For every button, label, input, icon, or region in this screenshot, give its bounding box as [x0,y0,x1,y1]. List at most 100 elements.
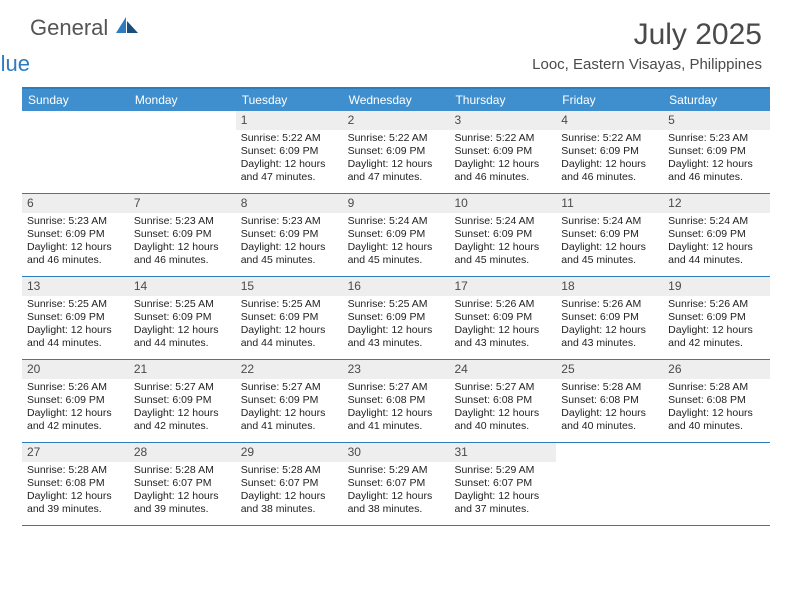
sunset-line: Sunset: 6:09 PM [236,228,343,241]
daylight-line: Daylight: 12 hours and 45 minutes. [449,241,556,267]
month-title: July 2025 [532,18,762,52]
day-cell: 23Sunrise: 5:27 AMSunset: 6:08 PMDayligh… [343,360,450,442]
daylight-line: Daylight: 12 hours and 43 minutes. [556,324,663,350]
day-number: 12 [663,194,770,213]
day-cell: 7Sunrise: 5:23 AMSunset: 6:09 PMDaylight… [129,194,236,276]
logo-sail-icon [116,17,138,33]
day-number: 4 [556,111,663,130]
sunset-line: Sunset: 6:09 PM [663,228,770,241]
sunset-line: Sunset: 6:08 PM [556,394,663,407]
week-row: 20Sunrise: 5:26 AMSunset: 6:09 PMDayligh… [22,360,770,443]
daylight-line: Daylight: 12 hours and 39 minutes. [22,490,129,516]
sunrise-line: Sunrise: 5:24 AM [556,215,663,228]
sunrise-line: Sunrise: 5:22 AM [556,132,663,145]
sunset-line: Sunset: 6:09 PM [236,145,343,158]
day-cell: 24Sunrise: 5:27 AMSunset: 6:08 PMDayligh… [449,360,556,442]
day-cell: 25Sunrise: 5:28 AMSunset: 6:08 PMDayligh… [556,360,663,442]
day-number: 24 [449,360,556,379]
sunset-line: Sunset: 6:07 PM [449,477,556,490]
daylight-line: Daylight: 12 hours and 43 minutes. [449,324,556,350]
sunrise-line: Sunrise: 5:22 AM [343,132,450,145]
daylight-line: Daylight: 12 hours and 46 minutes. [556,158,663,184]
sunrise-line: Sunrise: 5:23 AM [663,132,770,145]
sunset-line: Sunset: 6:07 PM [343,477,450,490]
week-row: 13Sunrise: 5:25 AMSunset: 6:09 PMDayligh… [22,277,770,360]
day-number: 8 [236,194,343,213]
day-number: 10 [449,194,556,213]
sunset-line: Sunset: 6:09 PM [22,394,129,407]
day-number: 19 [663,277,770,296]
sunrise-line: Sunrise: 5:23 AM [22,215,129,228]
sunset-line: Sunset: 6:07 PM [236,477,343,490]
day-cell: 15 Sunrise: 5:25 AMSunset: 6:09 PMDayligh… [236,277,343,359]
week-row: 6Sunrise: 5:23 AMSunset: 6:09 PMDaylight… [22,194,770,277]
day-number: 11 [556,194,663,213]
day-cell: 16Sunrise: 5:25 AMSunset: 6:09 PMDayligh… [343,277,450,359]
daylight-line: Daylight: 12 hours and 40 minutes. [556,407,663,433]
day-cell: . [129,111,236,193]
sunrise-line: Sunrise: 5:22 AM [449,132,556,145]
day-number: 1 [236,111,343,130]
sunrise-line: Sunrise: 5:25 AM [22,298,129,311]
daylight-line: Daylight: 12 hours and 45 minutes. [343,241,450,267]
day-cell: 29Sunrise: 5:28 AMSunset: 6:07 PMDayligh… [236,443,343,525]
day-header-row: SundayMondayTuesdayWednesdayThursdayFrid… [22,89,770,111]
day-number: 9 [343,194,450,213]
brand-logo: General Blue [30,18,138,58]
header: General Blue July 2025 Looc, Eastern Vis… [0,0,792,79]
sunrise-line: Sunrise: 5:28 AM [663,381,770,394]
daylight-line: Daylight: 12 hours and 42 minutes. [129,407,236,433]
day-number: 20 [22,360,129,379]
day-number: 31 [449,443,556,462]
sunrise-line: Sunrise: 5:29 AM [343,464,450,477]
sunrise-line: Sunrise: 5:22 AM [236,132,343,145]
day-cell: 9 Sunrise: 5:24 AMSunset: 6:09 PMDaylight… [343,194,450,276]
brand-general: General [30,15,108,40]
day-number: 17 [449,277,556,296]
week-row: ..1Sunrise: 5:22 AMSunset: 6:09 PMDaylig… [22,111,770,194]
sunset-line: Sunset: 6:09 PM [556,228,663,241]
sunset-line: Sunset: 6:09 PM [236,311,343,324]
day-number: 29 [236,443,343,462]
week-row: 27Sunrise: 5:28 AMSunset: 6:08 PMDayligh… [22,443,770,526]
sunrise-line: Sunrise: 5:28 AM [556,381,663,394]
brand-blue: Blue [0,51,30,76]
day-cell: 19Sunrise: 5:26 AMSunset: 6:09 PMDayligh… [663,277,770,359]
sunrise-line: Sunrise: 5:24 AM [343,215,450,228]
day-cell: 30Sunrise: 5:29 AMSunset: 6:07 PMDayligh… [343,443,450,525]
day-number: 5 [663,111,770,130]
day-number: 15 [236,277,343,296]
sunset-line: Sunset: 6:09 PM [129,311,236,324]
day-cell: 11 Sunrise: 5:24 AMSunset: 6:09 PMDayligh… [556,194,663,276]
day-number: 23 [343,360,450,379]
sunrise-line: Sunrise: 5:25 AM [343,298,450,311]
daylight-line: Daylight: 12 hours and 45 minutes. [236,241,343,267]
sunset-line: Sunset: 6:09 PM [556,145,663,158]
day-cell: 28Sunrise: 5:28 AMSunset: 6:07 PMDayligh… [129,443,236,525]
day-header: Sunday [22,89,129,111]
day-cell: 18Sunrise: 5:26 AMSunset: 6:09 PMDayligh… [556,277,663,359]
sunrise-line: Sunrise: 5:24 AM [663,215,770,228]
sunset-line: Sunset: 6:09 PM [556,311,663,324]
daylight-line: Daylight: 12 hours and 44 minutes. [236,324,343,350]
daylight-line: Daylight: 12 hours and 42 minutes. [663,324,770,350]
day-cell: 26Sunrise: 5:28 AMSunset: 6:08 PMDayligh… [663,360,770,442]
day-cell: 21Sunrise: 5:27 AMSunset: 6:09 PMDayligh… [129,360,236,442]
day-cell: 12Sunrise: 5:24 AMSunset: 6:09 PMDayligh… [663,194,770,276]
sunset-line: Sunset: 6:09 PM [22,311,129,324]
daylight-line: Daylight: 12 hours and 45 minutes. [556,241,663,267]
sunset-line: Sunset: 6:09 PM [129,228,236,241]
sunrise-line: Sunrise: 5:25 AM [129,298,236,311]
day-cell: 20Sunrise: 5:26 AMSunset: 6:09 PMDayligh… [22,360,129,442]
day-cell: 5Sunrise: 5:23 AMSunset: 6:09 PMDaylight… [663,111,770,193]
day-cell: 22Sunrise: 5:27 AMSunset: 6:09 PMDayligh… [236,360,343,442]
day-cell: . [663,443,770,525]
sunset-line: Sunset: 6:09 PM [449,228,556,241]
sunset-line: Sunset: 6:09 PM [343,145,450,158]
sunset-line: Sunset: 6:09 PM [449,311,556,324]
sunset-line: Sunset: 6:09 PM [343,228,450,241]
sunrise-line: Sunrise: 5:25 AM [236,298,343,311]
day-number: 14 [129,277,236,296]
sunrise-line: Sunrise: 5:23 AM [129,215,236,228]
daylight-line: Daylight: 12 hours and 43 minutes. [343,324,450,350]
